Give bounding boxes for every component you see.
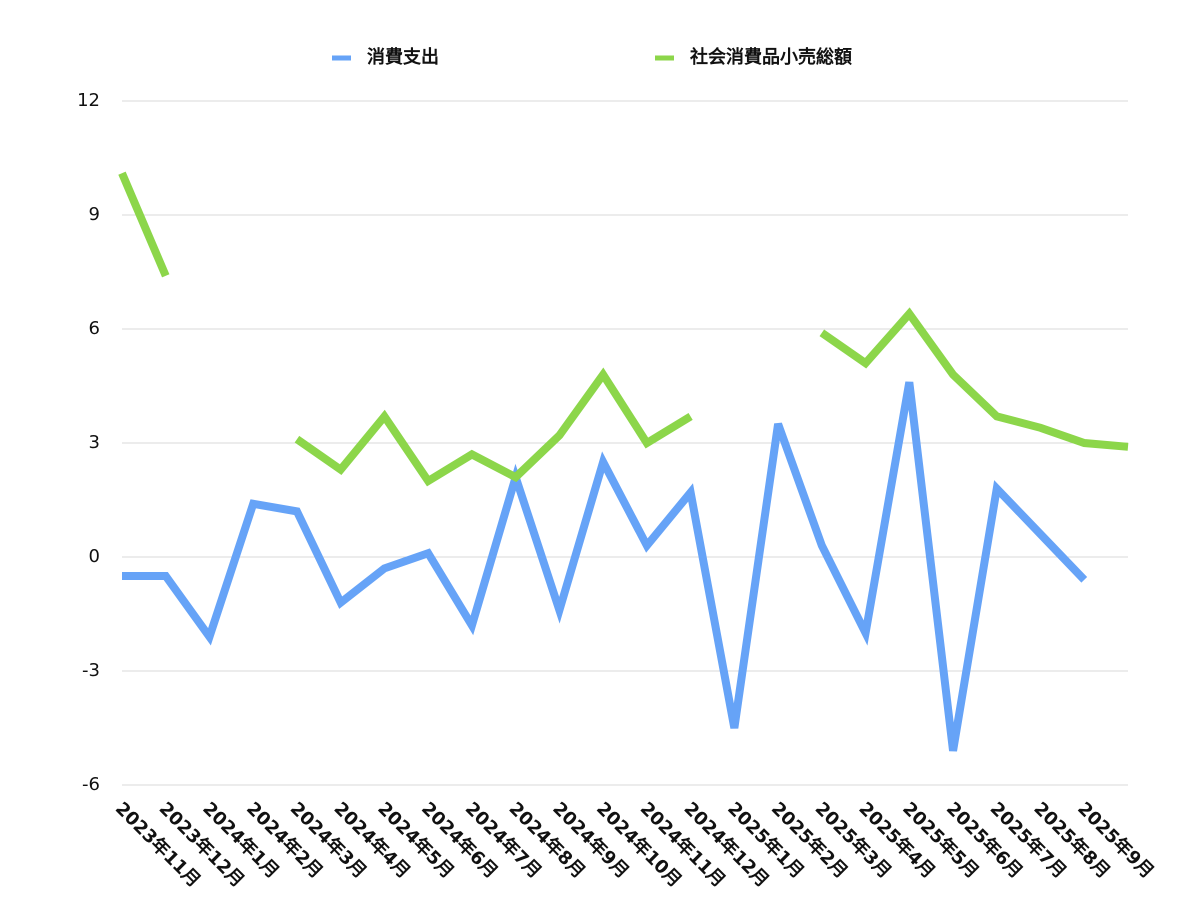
legend-label: 社会消費品小売総額: [690, 46, 852, 68]
y-tick-label: 0: [89, 546, 100, 567]
y-tick-label: -3: [82, 660, 100, 681]
y-tick-label: 12: [77, 90, 100, 111]
y-tick-label: 3: [89, 432, 100, 453]
y-tick-label: 6: [89, 318, 100, 339]
y-tick-label: -6: [82, 774, 100, 795]
y-tick-label: 9: [89, 204, 100, 225]
series-line: [122, 381, 1088, 752]
series-line: [118, 171, 1129, 487]
legend-label: 消費支出: [367, 46, 439, 68]
